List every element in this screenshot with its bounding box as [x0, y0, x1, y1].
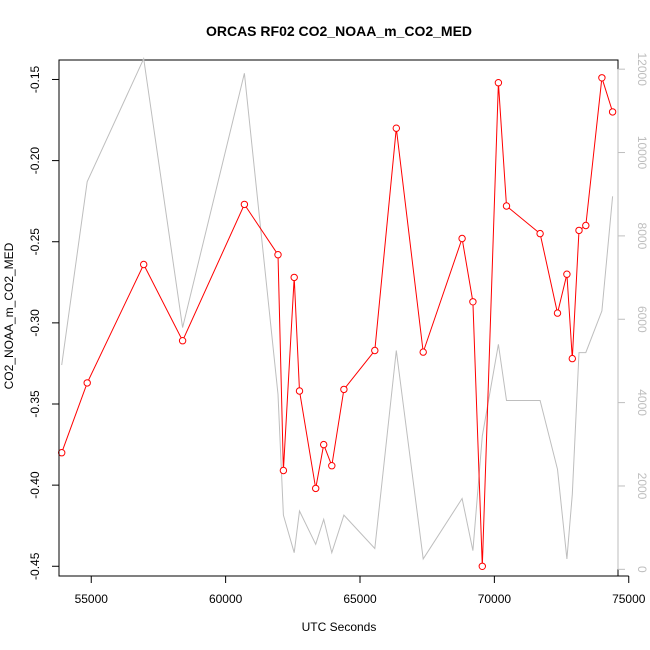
y-tick-label: -0.20	[28, 147, 42, 175]
y2-tick-label: 2000	[635, 473, 649, 500]
data-point	[178, 337, 187, 345]
data-point	[419, 348, 427, 356]
y2-tick-label: 4000	[635, 389, 649, 416]
data-point	[279, 466, 288, 475]
chart-title: ORCAS RF02 CO2_NOAA_m_CO2_MED	[206, 23, 472, 39]
y-tick-label: -0.45	[28, 552, 42, 580]
y2-tick-label: 0	[635, 566, 649, 573]
data-point	[502, 202, 511, 210]
y2-tick-label: 6000	[635, 306, 649, 333]
secondary-series-line	[61, 56, 614, 561]
y-tick-label: -0.15	[28, 66, 42, 94]
data-point	[575, 226, 583, 235]
data-point	[608, 108, 617, 116]
x-tick-label: 70000	[478, 592, 512, 606]
data-point	[140, 260, 148, 269]
x-tick-label: 60000	[209, 592, 243, 606]
data-point	[536, 229, 544, 238]
x-tick-label: 65000	[343, 592, 377, 606]
y2-tick-label: 8000	[635, 223, 649, 250]
primary-series-layer	[58, 74, 617, 570]
data-point	[340, 385, 348, 394]
data-point	[83, 379, 91, 387]
y-tick-label: -0.40	[28, 471, 42, 499]
data-point	[274, 251, 282, 259]
y-axis-right: 0 2000 4000 6000 8000 10000 12000	[617, 53, 649, 573]
x-axis: 55000 60000 65000 70000 75000	[75, 575, 646, 606]
data-point	[320, 440, 328, 449]
data-point	[598, 74, 606, 82]
y-axis-label: CO2_NOAA_m_CO2_MED	[2, 242, 16, 389]
data-point	[582, 221, 590, 230]
data-point	[328, 462, 336, 470]
data-point	[392, 124, 400, 132]
x-tick-label: 55000	[75, 592, 109, 606]
data-point	[568, 354, 576, 363]
data-point	[371, 346, 379, 355]
data-point	[290, 273, 298, 282]
data-point	[478, 562, 486, 570]
x-tick-label: 75000	[612, 592, 646, 606]
y-tick-label: -0.35	[28, 390, 42, 418]
x-axis-label: UTC Seconds	[302, 620, 377, 634]
y2-tick-label: 10000	[635, 136, 649, 170]
data-point	[563, 270, 571, 278]
data-point	[458, 234, 466, 243]
data-point	[312, 484, 320, 493]
data-point	[553, 309, 562, 317]
y-tick-label: -0.30	[28, 309, 42, 337]
data-point	[494, 79, 503, 87]
data-point	[295, 387, 304, 395]
y-axis-left: -0.45 -0.40 -0.35 -0.30 -0.25 -0.20 -0.15	[28, 66, 60, 580]
y-tick-label: -0.25	[28, 228, 42, 256]
y2-tick-label: 12000	[635, 53, 649, 87]
data-point	[240, 200, 249, 209]
secondary-series-layer	[61, 56, 614, 561]
data-point	[469, 298, 477, 306]
